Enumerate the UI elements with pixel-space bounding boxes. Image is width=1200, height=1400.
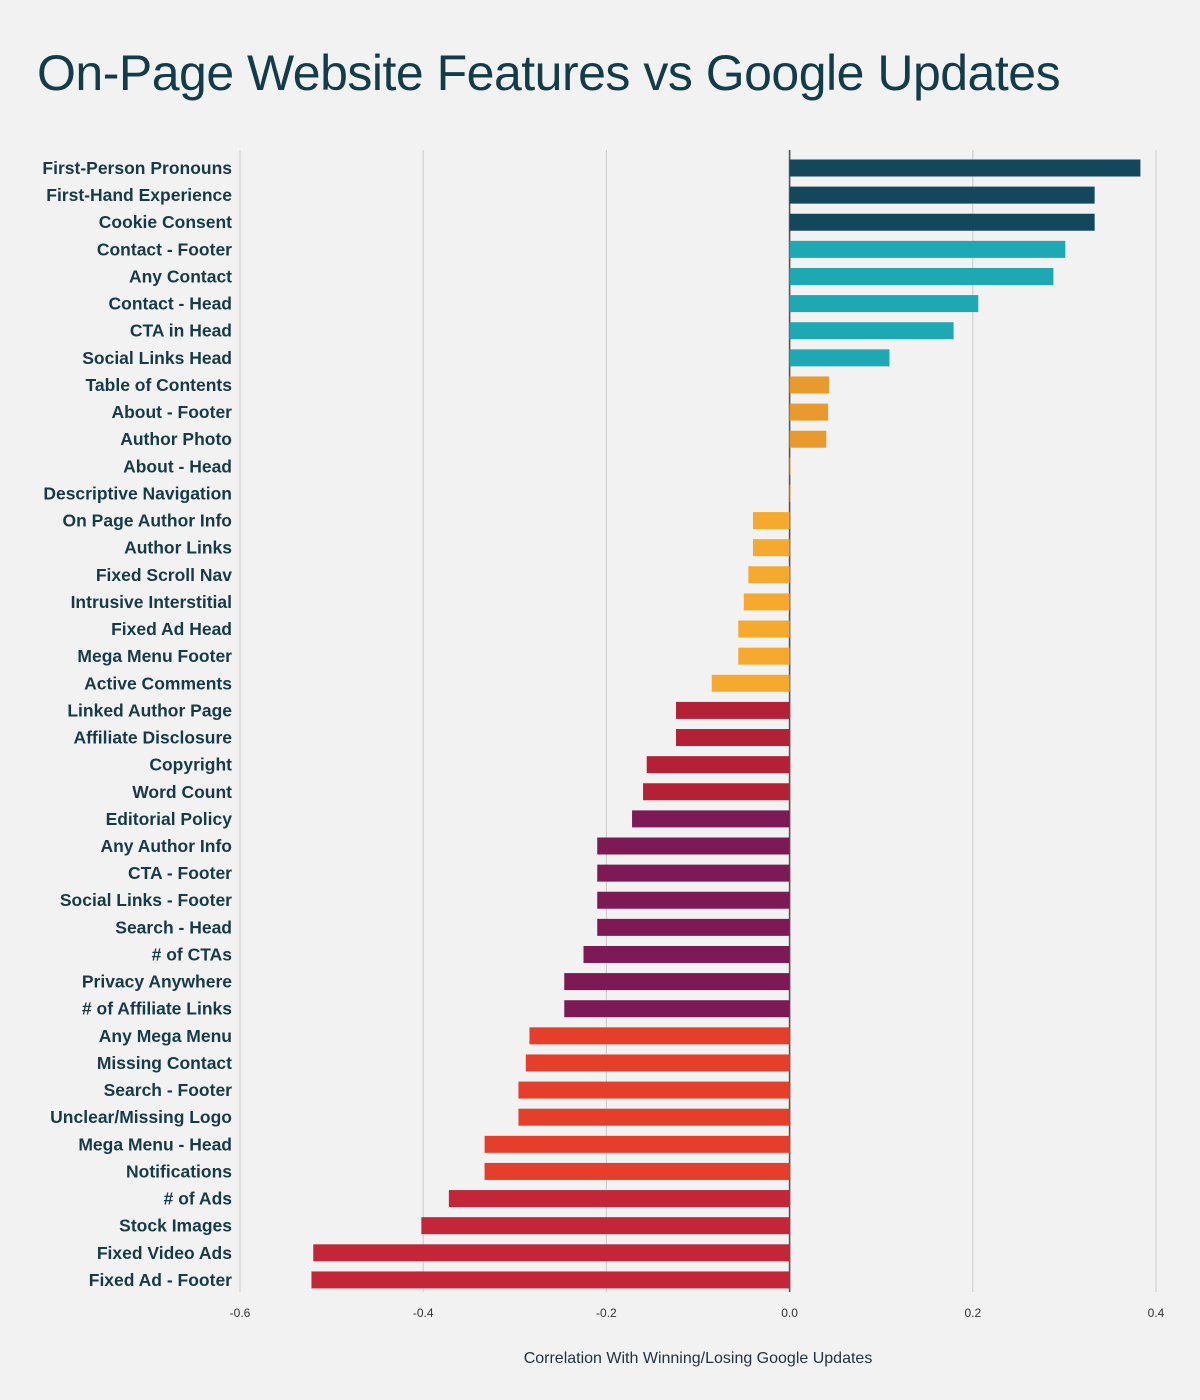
bar bbox=[789, 349, 890, 367]
category-label: CTA in Head bbox=[130, 321, 232, 341]
category-label: Any Author Info bbox=[100, 836, 232, 856]
category-label: # of Affiliate Links bbox=[82, 999, 232, 1019]
category-label: Author Photo bbox=[120, 429, 232, 449]
category-label: Search - Head bbox=[115, 917, 232, 937]
bar bbox=[421, 1217, 790, 1235]
bar bbox=[789, 240, 1066, 258]
category-label: Intrusive Interstitial bbox=[71, 592, 232, 612]
bar bbox=[752, 512, 790, 530]
category-label: Any Mega Menu bbox=[99, 1026, 232, 1046]
category-label: Affiliate Disclosure bbox=[73, 728, 232, 748]
bar bbox=[529, 1027, 790, 1045]
bar bbox=[738, 647, 790, 665]
category-label: Cookie Consent bbox=[99, 212, 232, 232]
bar bbox=[789, 403, 829, 421]
category-label: About - Footer bbox=[111, 402, 232, 422]
bar bbox=[743, 593, 790, 611]
category-label: On Page Author Info bbox=[63, 511, 232, 531]
bar bbox=[597, 918, 790, 936]
bar bbox=[789, 457, 791, 475]
bar bbox=[676, 701, 790, 719]
bar bbox=[311, 1271, 790, 1289]
x-tick-label: -0.4 bbox=[413, 1306, 434, 1320]
category-label: Mega Menu - Head bbox=[78, 1134, 232, 1154]
bar bbox=[789, 213, 1095, 231]
category-label: First-Hand Experience bbox=[46, 185, 232, 205]
bar bbox=[738, 620, 790, 638]
category-label: Social Links Head bbox=[82, 348, 232, 368]
category-label: # of Ads bbox=[164, 1189, 233, 1209]
category-label: Search - Footer bbox=[104, 1080, 233, 1100]
x-tick-label: -0.6 bbox=[230, 1306, 251, 1320]
bar bbox=[583, 945, 790, 963]
x-tick-label: 0.0 bbox=[781, 1306, 798, 1320]
bar bbox=[789, 322, 954, 340]
x-axis-title: Correlation With Winning/Losing Google U… bbox=[524, 1350, 873, 1367]
category-label: Table of Contents bbox=[86, 375, 233, 395]
category-label: Privacy Anywhere bbox=[82, 972, 232, 992]
bar bbox=[643, 783, 790, 801]
bar bbox=[484, 1135, 790, 1153]
category-label: Fixed Ad - Footer bbox=[89, 1270, 232, 1290]
category-label: Stock Images bbox=[119, 1216, 232, 1236]
bar bbox=[646, 756, 790, 774]
category-label: Notifications bbox=[126, 1161, 232, 1181]
x-tick-label: -0.2 bbox=[596, 1306, 617, 1320]
bar bbox=[525, 1054, 790, 1072]
bar bbox=[789, 159, 1141, 177]
category-label: Contact - Footer bbox=[97, 239, 232, 259]
bar bbox=[711, 674, 790, 692]
bar bbox=[632, 810, 790, 828]
category-label: Social Links - Footer bbox=[60, 890, 232, 910]
bar bbox=[789, 186, 1095, 204]
category-label: Copyright bbox=[149, 755, 232, 775]
category-label: Descriptive Navigation bbox=[43, 483, 232, 503]
bar bbox=[484, 1162, 790, 1180]
bar bbox=[597, 864, 790, 882]
bar bbox=[518, 1081, 790, 1099]
category-label: Author Links bbox=[124, 538, 232, 558]
category-label: # of CTAs bbox=[152, 944, 233, 964]
category-label: Unclear/Missing Logo bbox=[50, 1107, 232, 1127]
bar bbox=[789, 267, 1054, 285]
category-label: Active Comments bbox=[84, 673, 232, 693]
x-tick-labels: -0.6 -0.4 -0.2 0.0 0.2 0.4 bbox=[230, 1306, 1165, 1320]
category-label: About - Head bbox=[123, 456, 232, 476]
category-label: Fixed Scroll Nav bbox=[96, 565, 232, 585]
gridlines bbox=[239, 150, 1157, 1292]
category-label: Mega Menu Footer bbox=[77, 646, 232, 666]
bar bbox=[448, 1190, 790, 1208]
x-tick-label: 0.4 bbox=[1148, 1306, 1165, 1320]
category-label: First-Person Pronouns bbox=[42, 158, 232, 178]
category-label: Editorial Policy bbox=[106, 809, 233, 829]
category-label: Fixed Video Ads bbox=[97, 1243, 232, 1263]
bars bbox=[311, 159, 1141, 1289]
bar bbox=[789, 376, 829, 394]
bar bbox=[676, 729, 790, 747]
bar bbox=[518, 1108, 790, 1126]
bar bbox=[564, 973, 790, 991]
bar bbox=[789, 484, 791, 502]
category-label: Any Contact bbox=[129, 266, 232, 286]
bar bbox=[789, 295, 979, 313]
category-label: Linked Author Page bbox=[67, 700, 232, 720]
category-label: CTA - Footer bbox=[128, 863, 232, 883]
bar bbox=[752, 539, 790, 557]
bar bbox=[597, 837, 790, 855]
category-labels: First-Person Pronouns First-Hand Experien… bbox=[42, 158, 232, 1290]
bar bbox=[789, 430, 827, 448]
category-label: Word Count bbox=[132, 782, 232, 802]
chart-title: On-Page Website Features vs Google Updat… bbox=[37, 45, 1061, 101]
bar bbox=[597, 891, 790, 909]
category-label: Fixed Ad Head bbox=[111, 619, 232, 639]
bar bbox=[313, 1244, 790, 1262]
category-label: Contact - Head bbox=[109, 294, 232, 314]
bar bbox=[564, 1000, 790, 1018]
x-tick-label: 0.2 bbox=[964, 1306, 981, 1320]
category-label: Missing Contact bbox=[97, 1053, 232, 1073]
bar bbox=[748, 566, 790, 584]
